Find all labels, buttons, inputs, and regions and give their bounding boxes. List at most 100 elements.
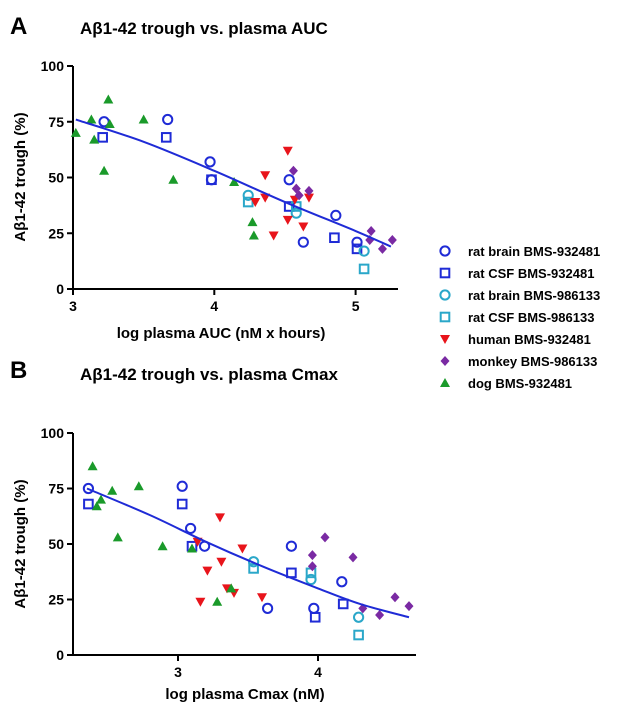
chart-a-x-tick-label: 4: [210, 298, 218, 314]
chart-a-point: [160, 132, 172, 143]
chart-a-fit-line: [75, 118, 392, 248]
chart-a-point: [351, 236, 363, 248]
chart-b-point: [375, 610, 385, 621]
chart-a-point: [303, 193, 314, 203]
chart-a-point: [250, 198, 261, 208]
chart-a-point: [168, 174, 179, 184]
chart-b-point: [216, 557, 227, 567]
chart-b-point: [176, 480, 188, 492]
chart-a-point: [260, 171, 271, 181]
chart-a-point: [242, 189, 254, 201]
chart-a-point: [290, 207, 302, 219]
chart-b-y-tick-label: 50: [48, 536, 64, 552]
chart-a-y-tick-label: 50: [48, 170, 64, 186]
chart-a-ylabel: Aβ1-42 trough (%): [12, 112, 29, 241]
legend-label: rat brain BMS-932481: [468, 244, 600, 259]
chart-a-point: [283, 174, 295, 186]
chart-b-point: [257, 593, 267, 603]
chart-a-point: [330, 209, 342, 222]
chart-a-point: [247, 217, 258, 227]
chart-a-point: [358, 245, 370, 257]
chart-a-title: Aβ1-42 trough vs. plasma AUC: [80, 19, 328, 38]
legend: rat brain BMS-932481 rat CSF BMS-932481 ra…: [439, 244, 600, 391]
panel-label-b: B: [10, 357, 27, 384]
chart-b-title: Aβ1-42 trough vs. plasma Cmax: [80, 365, 338, 384]
chart-a-point: [304, 185, 314, 196]
legend-label: rat CSF BMS-932481: [468, 266, 594, 281]
chart-a-point: [89, 134, 100, 144]
chart-a-point: [387, 234, 397, 245]
chart-b-point: [82, 482, 95, 495]
legend-marker: [439, 311, 451, 323]
chart-b-point: [248, 563, 259, 574]
chart-b-point: [133, 481, 144, 491]
chart-b-x-tick-label: 4: [314, 664, 322, 680]
chart-a-point: [377, 243, 387, 254]
chart-b-point: [157, 541, 168, 551]
chart-b-point: [307, 561, 317, 572]
legend-marker: [439, 267, 451, 279]
chart-a-point: [99, 165, 110, 175]
chart-b-point: [285, 540, 297, 552]
chart-b-point: [305, 573, 317, 586]
chart-a-x-tick-label: 3: [69, 298, 77, 314]
chart-b-point: [308, 602, 320, 614]
chart-b-point: [320, 532, 330, 543]
chart-a-point: [366, 226, 376, 237]
legend-label: human BMS-932481: [468, 332, 591, 347]
chart-a-point: [229, 176, 240, 186]
chart-a-xlabel: log plasma AUC (nM x hours): [117, 325, 326, 342]
chart-a-y-tick-label: 100: [41, 58, 65, 74]
chart-a-point: [294, 190, 304, 201]
chart-a-y-tick-label: 75: [48, 114, 64, 130]
chart-a-point: [351, 243, 363, 255]
chart-a-point: [204, 156, 216, 168]
chart-b-point: [202, 566, 213, 576]
chart-b-point: [237, 544, 248, 554]
chart-a-x-tick-label: 5: [352, 298, 360, 314]
chart-b-point: [87, 461, 98, 471]
chart-b-point: [348, 552, 358, 563]
chart-b-y-tick-label: 75: [48, 481, 64, 497]
legend-marker: [440, 335, 450, 344]
chart-a-point: [297, 236, 309, 248]
chart-b-point: [185, 522, 197, 535]
legend-marker: [440, 378, 450, 387]
legend-marker: [439, 289, 451, 301]
chart-b-point: [226, 583, 237, 593]
chart-b-point: [96, 494, 106, 504]
chart-a-point: [329, 232, 340, 244]
chart-b-point: [212, 596, 223, 606]
chart-b-point: [176, 498, 188, 510]
legend-label: rat brain BMS-986133: [468, 288, 600, 303]
chart-a-point: [298, 222, 309, 232]
chart-b-fit-line: [86, 487, 410, 619]
chart-b-point: [262, 602, 274, 614]
chart-b-y-tick-label: 0: [56, 647, 64, 663]
panel-label-a: A: [10, 13, 27, 40]
chart-a-point: [268, 231, 279, 241]
chart-a-point: [358, 263, 370, 275]
chart-a-point: [86, 114, 97, 124]
chart-a-point: [282, 146, 293, 156]
chart-a-point: [70, 127, 81, 137]
chart-a: 0 25 50 75 100 3 4 5: [41, 58, 398, 314]
legend-marker: [440, 356, 450, 366]
chart-a-point: [103, 94, 114, 104]
chart-a-point: [260, 193, 271, 203]
chart-b-point: [195, 597, 206, 607]
chart-b-point: [309, 611, 321, 623]
chart-b-x-tick-label: 3: [174, 664, 182, 680]
chart-b-point: [91, 501, 102, 511]
chart-a-point: [162, 113, 174, 126]
chart-a-point: [138, 114, 149, 124]
chart-a-point: [205, 174, 218, 186]
chart-b-point: [390, 592, 400, 603]
chart-b-point: [353, 611, 365, 623]
legend-label: monkey BMS-986133: [468, 354, 597, 369]
chart-a-y-tick-label: 0: [56, 281, 64, 297]
chart-a-point: [248, 230, 259, 240]
chart-a-point: [206, 174, 217, 186]
chart-b-point: [83, 498, 94, 510]
